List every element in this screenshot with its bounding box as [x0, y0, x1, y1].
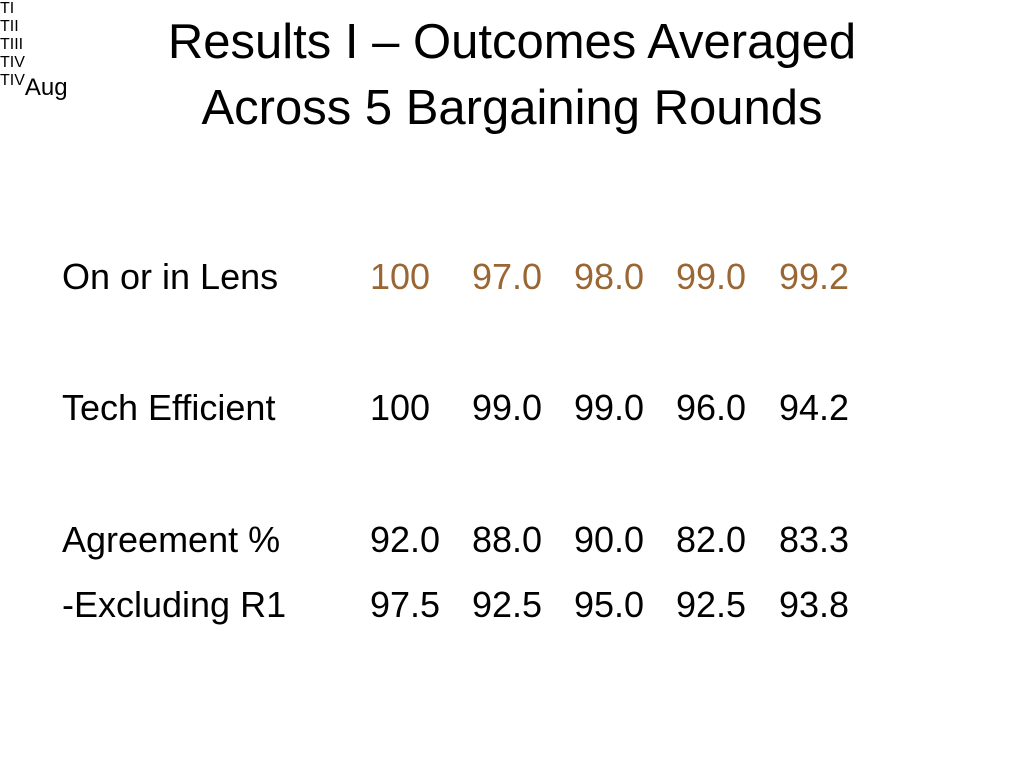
table-cell: 98.0 [574, 256, 645, 297]
table-cell: 95.0 [574, 584, 645, 625]
column-header-text: TIII [0, 36, 24, 53]
table-cell: 96.0 [676, 387, 747, 428]
table-cell: 90.0 [574, 519, 645, 560]
table-cell: 93.8 [779, 584, 850, 625]
column-header: TI [0, 0, 1024, 18]
table-cell: 92.5 [676, 584, 747, 625]
row-label: Agreement % [62, 519, 281, 560]
table-cell: 99.0 [676, 256, 747, 297]
table-cell: 100 [370, 387, 431, 428]
title-line: Across 5 Bargaining Rounds [201, 81, 823, 135]
column-header: TII [0, 18, 1024, 36]
table-cell: 94.2 [779, 387, 850, 428]
row-label: Tech Efficient [62, 387, 276, 428]
table-cell: 97.5 [370, 584, 441, 625]
table-cell: 99.0 [574, 387, 645, 428]
column-header-subscript: Aug [24, 74, 68, 101]
table-cell: 100 [370, 256, 431, 297]
column-header: TIII [0, 36, 1024, 54]
table-cell: 83.3 [779, 519, 850, 560]
table-cell: 92.0 [370, 519, 441, 560]
title-line: Results I – Outcomes Averaged [167, 15, 857, 69]
table-cell: 82.0 [676, 519, 747, 560]
table-cell: 99.2 [779, 256, 850, 297]
column-header: TIV [0, 54, 1024, 72]
row-label: On or in Lens [62, 256, 279, 297]
column-header: TIVAug [0, 72, 1024, 100]
row-label: -Excluding R1 [62, 584, 287, 625]
column-header-text: TIV [0, 54, 25, 71]
column-header-text: TIV [0, 72, 25, 89]
column-header-text: TI [0, 0, 15, 17]
table-cell: 88.0 [472, 519, 543, 560]
table-cell: 99.0 [472, 387, 543, 428]
table-cell: 97.0 [472, 256, 543, 297]
column-header-text: TII [0, 18, 19, 35]
table-cell: 92.5 [472, 584, 543, 625]
